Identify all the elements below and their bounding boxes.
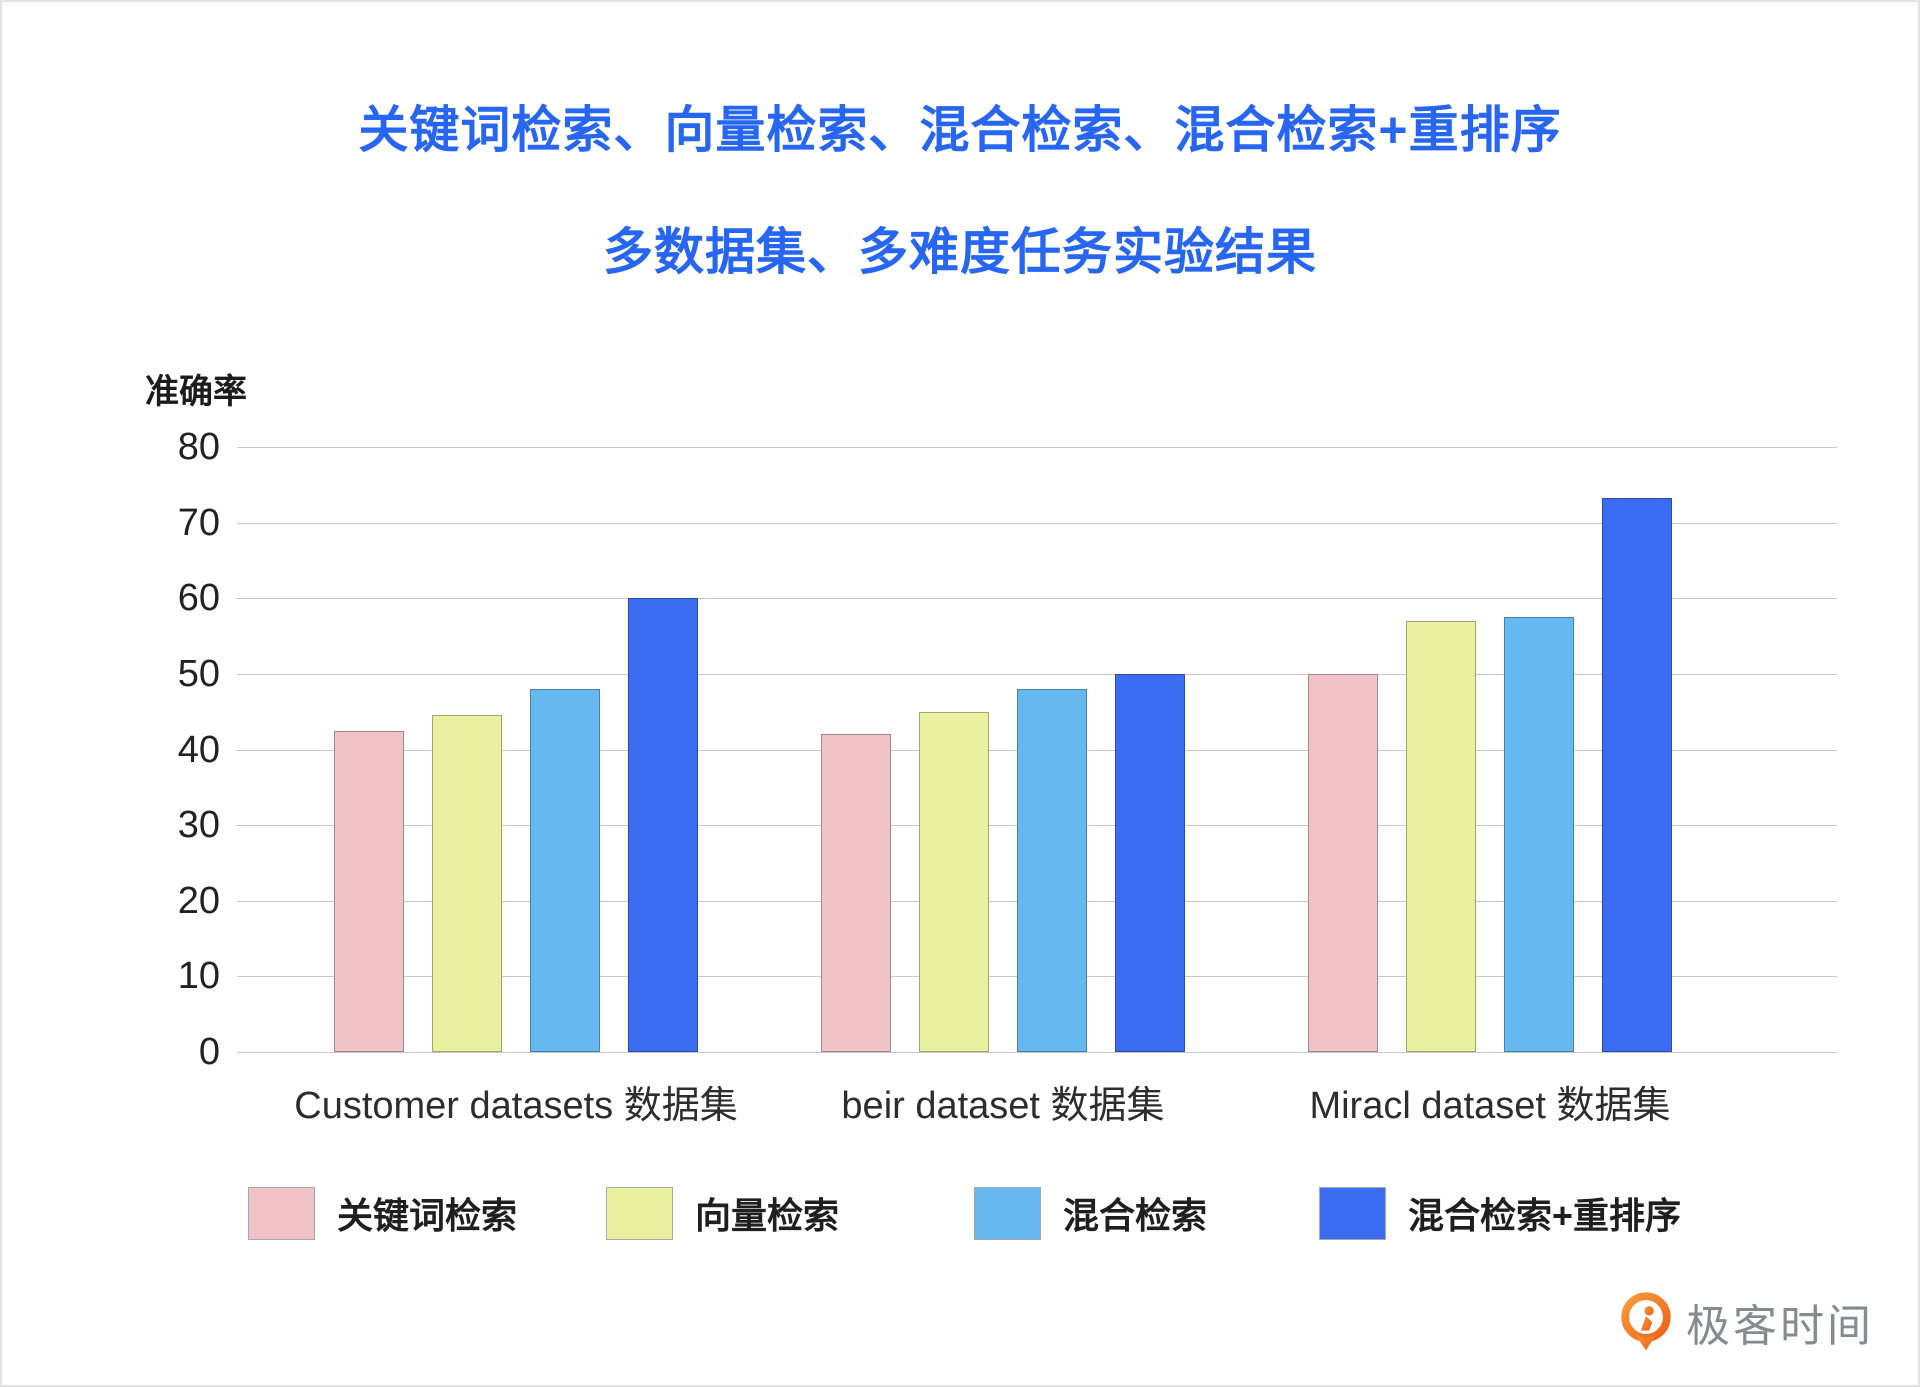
geektime-logo-icon <box>1621 1292 1671 1351</box>
y-tick-80: 80 <box>177 426 220 468</box>
y-axis-label: 准确率 <box>145 373 247 411</box>
x-axis-label-1: Customer datasets 数据集 <box>294 1085 738 1127</box>
bar-向量检索-beir dataset 数据集 <box>919 711 989 1052</box>
chart-title: 关键词检索、向量检索、混合检索、混合检索+重排序 <box>358 102 1562 158</box>
legend-label-混合检索: 混合检索 <box>1063 1195 1208 1236</box>
gridline-50 <box>237 673 1837 675</box>
legend-swatch-向量检索 <box>606 1186 673 1240</box>
legend-item-向量检索: 向量检索 <box>606 1186 839 1240</box>
x-axis-label-2: beir dataset 数据集 <box>841 1085 1165 1127</box>
legend-swatch-混合检索 <box>974 1186 1041 1240</box>
brand-logo: 极客时间 <box>1620 1290 1874 1354</box>
gridline-0 <box>237 1052 1837 1053</box>
gridline-70 <box>237 522 1837 524</box>
bar-混合检索+重排序-beir dataset 数据集 <box>1115 673 1185 1052</box>
bar-关键词检索-beir dataset 数据集 <box>821 734 891 1052</box>
y-tick-10: 10 <box>177 955 220 998</box>
bar-混合检索-Miracl dataset 数据集 <box>1504 617 1574 1052</box>
y-tick-40: 40 <box>177 728 220 771</box>
y-tick-50: 50 <box>177 652 220 695</box>
legend-item-混合检索+重排序: 混合检索+重排序 <box>1319 1186 1681 1240</box>
gridline-60 <box>237 598 1837 600</box>
plot-area <box>237 447 1837 1053</box>
y-tick-30: 30 <box>177 804 220 847</box>
bar-关键词检索-Miracl dataset 数据集 <box>1308 673 1378 1052</box>
chart-subtitle: 多数据集、多难度任务实验结果 <box>603 224 1317 280</box>
bar-向量检索-Customer datasets 数据集 <box>432 715 502 1052</box>
legend-item-混合检索: 混合检索 <box>974 1186 1207 1240</box>
bar-混合检索-Customer datasets 数据集 <box>530 689 600 1052</box>
legend-label-向量检索: 向量检索 <box>695 1195 840 1236</box>
legend-item-关键词检索: 关键词检索 <box>248 1186 517 1240</box>
bar-向量检索-Miracl dataset 数据集 <box>1406 620 1476 1052</box>
legend-label-关键词检索: 关键词检索 <box>337 1195 518 1236</box>
y-tick-70: 70 <box>177 501 220 544</box>
bar-混合检索-beir dataset 数据集 <box>1017 689 1087 1052</box>
bar-混合检索+重排序-Customer datasets 数据集 <box>628 598 698 1052</box>
legend-swatch-关键词检索 <box>248 1186 315 1240</box>
legend-swatch-混合检索+重排序 <box>1319 1186 1386 1240</box>
legend-label-混合检索+重排序: 混合检索+重排序 <box>1408 1195 1682 1236</box>
y-tick-60: 60 <box>177 577 220 620</box>
gridline-80 <box>237 447 1837 448</box>
geektime-logo-text: 极客时间 <box>1686 1302 1874 1351</box>
bar-关键词检索-Customer datasets 数据集 <box>334 730 404 1052</box>
bar-混合检索+重排序-Miracl dataset 数据集 <box>1602 497 1672 1052</box>
y-tick-20: 20 <box>177 879 220 922</box>
y-tick-0: 0 <box>198 1031 220 1073</box>
x-axis-label-3: Miracl dataset 数据集 <box>1309 1085 1671 1127</box>
